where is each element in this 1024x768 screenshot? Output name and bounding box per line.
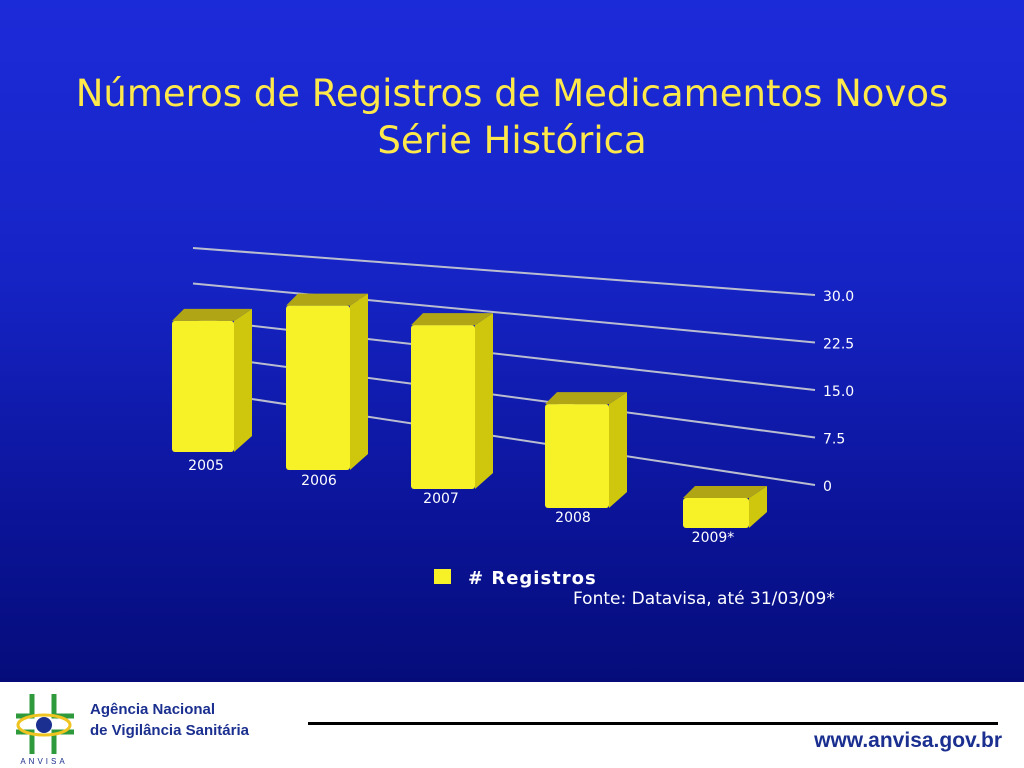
bar-2005 — [172, 308, 252, 452]
bar-side-face — [609, 392, 627, 508]
bar-front-face — [411, 325, 475, 489]
footer-divider — [308, 722, 998, 725]
chart-legend: # Registros — [434, 568, 597, 589]
title-line-2: Série Histórica — [377, 119, 647, 162]
bar-2006 — [286, 293, 368, 470]
title-line-1: Números de Registros de Medicamentos Nov… — [75, 72, 949, 115]
agency-name-line-1: Agência Nacional — [90, 701, 216, 718]
slide-title: Números de Registros de Medicamentos Nov… — [0, 70, 1024, 164]
anvisa-logo-icon: ANVISA — [16, 694, 74, 766]
bar-2009* — [683, 486, 767, 528]
footer: ANVISA Agência Nacional de Vigilância Sa… — [0, 682, 1024, 768]
website-link[interactable]: www.anvisa.gov.br — [814, 729, 1002, 752]
slide-background: Números de Registros de Medicamentos Nov… — [0, 0, 1024, 682]
x-tick-label: 2009* — [692, 530, 735, 546]
bar-2008 — [545, 392, 627, 508]
x-tick-label: 2006 — [301, 473, 337, 489]
y-tick-label: 0 — [823, 479, 832, 495]
bar-top-face — [411, 313, 493, 326]
bar-side-face — [749, 486, 767, 528]
gridline — [192, 282, 816, 344]
y-tick-label: 30.0 — [823, 289, 854, 305]
agency-name: Agência Nacional de Vigilância Sanitária — [90, 699, 249, 741]
y-tick-label: 22.5 — [823, 337, 854, 353]
bar-front-face — [286, 305, 350, 470]
y-tick-label: 15.0 — [823, 384, 854, 400]
bar-side-face — [475, 313, 493, 489]
bar-top-face — [286, 293, 368, 306]
chart-bars — [172, 293, 767, 528]
legend-swatch — [434, 569, 451, 584]
bar-top-face — [545, 392, 627, 405]
bar-front-face — [172, 320, 234, 452]
chart-y-tick-labels: 0 7.5 15.0 22.5 30.0 — [823, 289, 854, 495]
x-tick-label: 2008 — [555, 510, 591, 526]
x-tick-label: 2007 — [423, 491, 459, 507]
legend-label: # Registros — [468, 568, 597, 589]
gridline — [192, 247, 816, 296]
bar-top-face — [172, 308, 252, 321]
agency-name-line-2: de Vigilância Sanitária — [90, 722, 249, 739]
bar-side-face — [234, 308, 252, 452]
bar-side-face — [350, 293, 368, 470]
x-tick-label: 2005 — [188, 458, 224, 474]
bar-top-face — [683, 486, 767, 498]
bar-front-face — [545, 404, 609, 508]
bar-2007 — [411, 313, 493, 489]
y-tick-label: 7.5 — [823, 432, 845, 448]
bar-front-face — [683, 498, 749, 528]
source-note: Fonte: Datavisa, até 31/03/09* — [573, 589, 835, 609]
svg-text:ANVISA: ANVISA — [20, 757, 67, 766]
bar-chart: 0 7.5 15.0 22.5 30.0 2005 2006 2007 2008 2009* #… — [172, 247, 854, 589]
chart-x-tick-labels: 2005 2006 2007 2008 2009* — [188, 458, 734, 546]
